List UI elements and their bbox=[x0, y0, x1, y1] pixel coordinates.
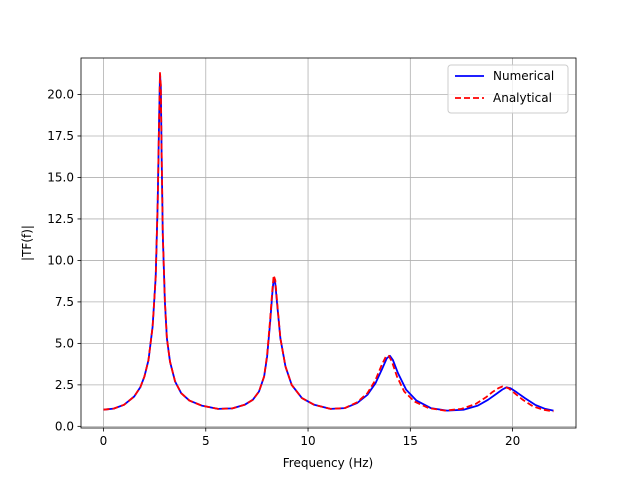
y-tick-label: 17.5 bbox=[47, 129, 74, 143]
y-tick-label: 2.5 bbox=[55, 378, 74, 392]
x-axis: 0 5 10 15 20 bbox=[100, 428, 520, 448]
y-tick-label: 0.0 bbox=[55, 419, 74, 433]
plot-lines bbox=[103, 72, 554, 413]
legend-label-analytical: Analytical bbox=[493, 91, 552, 105]
x-tick-label: 10 bbox=[300, 434, 315, 448]
y-tick-label: 5.0 bbox=[55, 336, 74, 350]
x-tick-label: 5 bbox=[202, 434, 210, 448]
y-tick-label: 20.0 bbox=[47, 88, 74, 102]
y-tick-label: 15.0 bbox=[47, 170, 74, 184]
y-tick-label: 12.5 bbox=[47, 212, 74, 226]
x-tick-label: 0 bbox=[100, 434, 108, 448]
series-line-analytical bbox=[103, 72, 554, 413]
grid bbox=[81, 58, 576, 428]
x-axis-label: Frequency (Hz) bbox=[283, 456, 374, 470]
legend-box bbox=[447, 64, 569, 114]
legend-label-numerical: Numerical bbox=[493, 69, 554, 83]
y-axis-label: |TF(f)| bbox=[20, 225, 34, 261]
y-axis: 0.0 2.5 5.0 7.5 10.0 12.5 15.0 17.5 20.0 bbox=[47, 88, 81, 433]
y-tick-label: 10.0 bbox=[47, 253, 74, 267]
x-tick-label: 15 bbox=[403, 434, 418, 448]
y-tick-label: 7.5 bbox=[55, 295, 74, 309]
plot-frame bbox=[80, 57, 577, 429]
x-tick-label: 20 bbox=[505, 434, 520, 448]
legend: Numerical Analytical bbox=[447, 64, 569, 114]
